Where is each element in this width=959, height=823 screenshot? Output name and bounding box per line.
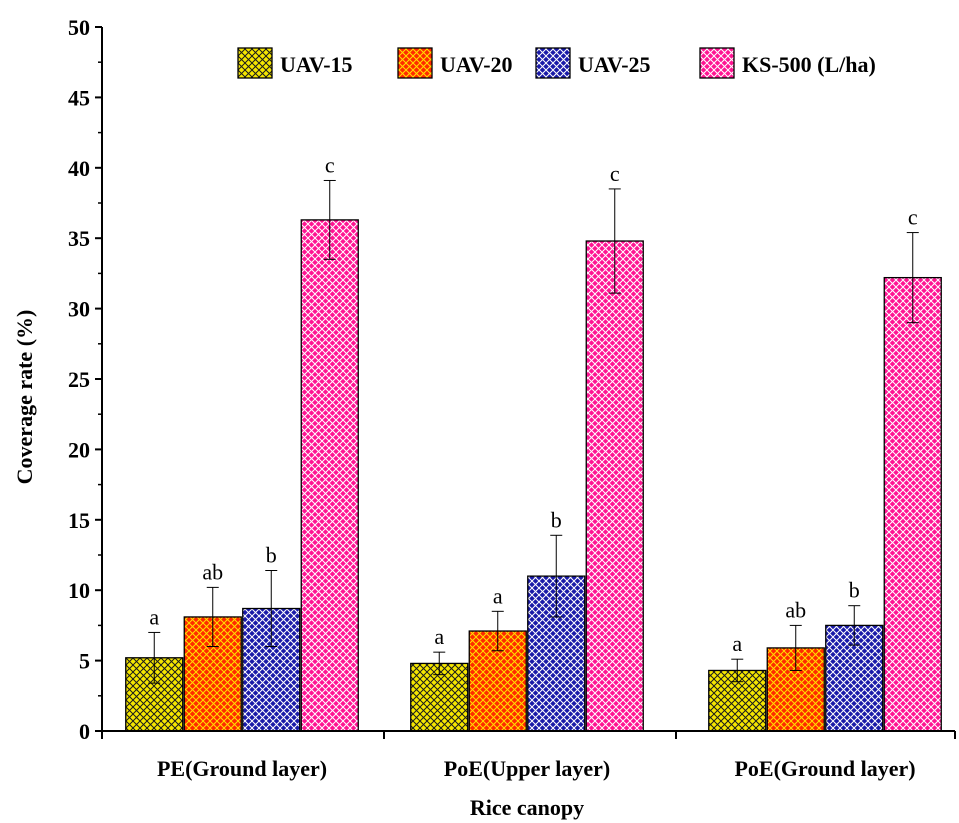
legend-swatch bbox=[699, 47, 735, 79]
x-tick-label: PoE(Ground layer) bbox=[734, 756, 915, 781]
significance-label: c bbox=[610, 161, 620, 186]
y-tick-label: 35 bbox=[68, 226, 90, 251]
x-tick-label: PE(Ground layer) bbox=[157, 756, 327, 781]
legend-label: UAV-25 bbox=[578, 52, 651, 77]
y-tick-label: 5 bbox=[79, 649, 90, 674]
significance-label: c bbox=[908, 205, 918, 230]
significance-label: a bbox=[434, 624, 444, 649]
legend-swatch bbox=[237, 47, 273, 79]
x-tick-label: PoE(Upper layer) bbox=[444, 756, 610, 781]
significance-label: a bbox=[732, 631, 742, 656]
y-tick-label: 45 bbox=[68, 85, 90, 110]
significance-label: b bbox=[266, 542, 277, 567]
y-tick-label: 50 bbox=[68, 15, 90, 40]
legend: UAV-15 UAV-20 UAV-25 KS-500 (L/ha) bbox=[237, 47, 876, 79]
bar bbox=[883, 276, 942, 732]
legend-label: UAV-20 bbox=[440, 52, 513, 77]
significance-label: a bbox=[493, 583, 503, 608]
significance-label: b bbox=[551, 507, 562, 532]
y-tick-label: 15 bbox=[68, 508, 90, 533]
bar bbox=[585, 240, 644, 732]
legend-label: KS-500 (L/ha) bbox=[742, 52, 876, 77]
x-axis-title: Rice canopy bbox=[470, 795, 584, 820]
y-tick-label: 25 bbox=[68, 367, 90, 392]
significance-label: b bbox=[849, 578, 860, 603]
bar bbox=[300, 219, 359, 732]
y-axis-title: Coverage rate (%) bbox=[12, 310, 37, 485]
significance-label: a bbox=[149, 604, 159, 629]
legend-swatch bbox=[397, 47, 433, 79]
legend-swatch bbox=[535, 47, 571, 79]
significance-label: ab bbox=[785, 597, 806, 622]
legend-label: UAV-15 bbox=[280, 52, 353, 77]
significance-label: c bbox=[325, 152, 335, 177]
y-tick-label: 10 bbox=[68, 578, 90, 603]
y-tick-label: 0 bbox=[79, 719, 90, 744]
y-tick-label: 20 bbox=[68, 437, 90, 462]
axes: 0 5 10 15 20 25 30 35 40 45 50 PE(Ground layer) PoE(… bbox=[68, 15, 956, 781]
significance-label: ab bbox=[202, 559, 223, 584]
y-tick-label: 40 bbox=[68, 156, 90, 181]
y-tick-label: 30 bbox=[68, 297, 90, 322]
